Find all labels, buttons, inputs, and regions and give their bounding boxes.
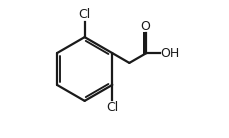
Text: Cl: Cl	[78, 8, 90, 21]
Text: O: O	[139, 20, 149, 33]
Text: Cl: Cl	[106, 101, 118, 114]
Text: OH: OH	[160, 47, 179, 60]
